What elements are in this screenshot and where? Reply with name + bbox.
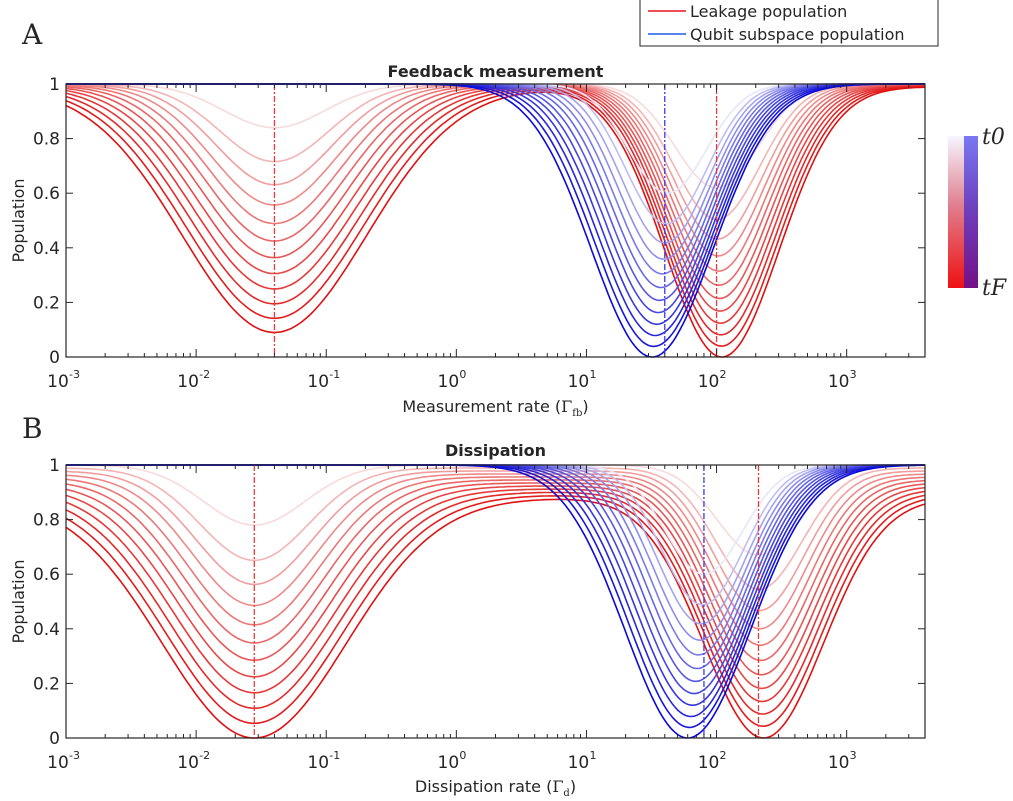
legend-box	[639, 0, 939, 47]
x-tick-label: 10	[568, 372, 590, 392]
x-tick-label: 10	[177, 372, 199, 392]
leakage-curve	[65, 498, 926, 739]
x-tick-label: 10	[438, 372, 460, 392]
panel-letter: B	[22, 412, 43, 445]
x-tick-label: 10	[307, 753, 329, 773]
x-tick-exponent: -2	[199, 368, 210, 381]
leakage-curve	[65, 488, 926, 703]
x-tick-exponent: 1	[589, 368, 596, 381]
leakage-curve	[65, 485, 926, 690]
x-tick-exponent: -1	[329, 368, 340, 381]
y-tick-label: 0.6	[33, 565, 60, 585]
qubit-curve	[66, 83, 925, 314]
qubit-curve	[66, 464, 925, 606]
curves	[65, 83, 926, 358]
panel-letter: A	[21, 18, 43, 51]
leakage-curve	[65, 86, 926, 347]
y-tick-label: 0.8	[33, 130, 60, 150]
colorbar-blue-edge	[964, 136, 978, 288]
x-axis-label: Dissipation rate (Γd)	[415, 777, 576, 799]
leakage-curve	[65, 473, 926, 630]
leakage-curve	[65, 494, 926, 728]
x-tick-exponent: 0	[459, 749, 466, 762]
chart-title: Dissipation	[445, 441, 546, 460]
colorbar: t0 tF	[948, 125, 1007, 301]
qubit-curve	[66, 83, 925, 275]
leakage-curve	[65, 476, 926, 647]
y-tick-label: 1	[49, 456, 60, 476]
x-tick-exponent: -2	[199, 749, 210, 762]
chart-title: Feedback measurement	[388, 62, 604, 81]
x-tick-exponent: 3	[850, 368, 857, 381]
legend-label-qubit: Qubit subspace population	[690, 25, 905, 44]
leakage-curve	[65, 85, 925, 312]
x-tick-exponent: -3	[69, 368, 80, 381]
colorbar-top-label: t0	[982, 125, 1005, 150]
legend-label-leakage: Leakage population	[690, 2, 847, 21]
leakage-curve	[66, 470, 925, 612]
y-tick-label: 0.8	[33, 511, 60, 531]
curves	[65, 464, 926, 739]
x-tick-label: 10	[47, 372, 69, 392]
qubit-curve	[66, 464, 926, 706]
x-axis-label: Measurement rate (Γfb)	[402, 397, 588, 419]
x-tick-label: 10	[698, 372, 720, 392]
x-tick-label: 10	[307, 372, 329, 392]
x-tick-exponent: 3	[850, 749, 857, 762]
leakage-curve	[65, 491, 926, 715]
y-axis-label: Population	[9, 559, 28, 643]
y-tick-label: 0	[49, 729, 60, 749]
x-tick-label: 10	[438, 753, 460, 773]
y-tick-label: 0.4	[33, 620, 60, 640]
x-tick-label: 10	[47, 753, 69, 773]
leakage-curve	[65, 86, 926, 358]
x-tick-label: 10	[698, 753, 720, 773]
y-tick-label: 0.2	[33, 674, 60, 694]
x-tick-exponent: 1	[589, 749, 596, 762]
y-tick-label: 1	[49, 75, 60, 95]
x-tick-exponent: 2	[720, 749, 727, 762]
x-tick-exponent: -3	[69, 749, 80, 762]
colorbar-bottom-label: tF	[982, 276, 1007, 301]
y-tick-label: 0.6	[33, 184, 60, 204]
y-tick-label: 0.2	[33, 293, 60, 313]
x-tick-label: 10	[177, 753, 199, 773]
x-tick-label: 10	[828, 372, 850, 392]
y-tick-label: 0	[49, 348, 60, 368]
y-axis-label: Population	[9, 178, 28, 262]
leakage-curve	[65, 84, 925, 272]
leakage-curve	[65, 482, 926, 676]
leakage-curve	[65, 479, 926, 662]
x-tick-exponent: 2	[720, 368, 727, 381]
x-tick-exponent: -1	[329, 749, 340, 762]
x-tick-label: 10	[568, 753, 590, 773]
qubit-curve	[66, 464, 925, 695]
x-tick-label: 10	[828, 753, 850, 773]
y-tick-label: 0.4	[33, 239, 60, 259]
legend: Leakage population Qubit subspace popula…	[639, 0, 939, 47]
x-tick-exponent: 0	[459, 368, 466, 381]
